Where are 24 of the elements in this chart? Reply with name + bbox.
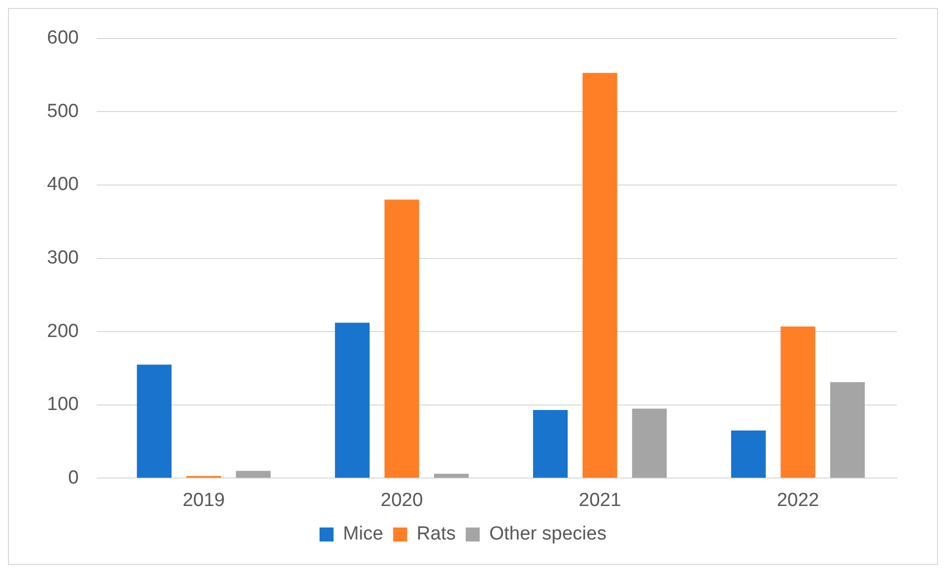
bar xyxy=(632,408,667,478)
bar xyxy=(533,410,568,478)
y-tick-label: 300 xyxy=(47,248,79,269)
x-tick-label: 2020 xyxy=(380,490,423,511)
legend-label: Mice xyxy=(343,524,384,545)
bar xyxy=(582,72,618,478)
bar xyxy=(731,430,766,478)
bar xyxy=(780,326,816,478)
y-tick-label: 200 xyxy=(47,320,79,342)
bar xyxy=(334,322,370,478)
y-tick-label: 100 xyxy=(47,394,79,416)
y-tick-label: 400 xyxy=(47,174,79,196)
bar xyxy=(236,470,271,478)
x-tick-label: 2021 xyxy=(578,490,622,511)
x-tick-label: 2022 xyxy=(776,490,820,511)
y-tick-label: 0 xyxy=(68,467,79,488)
bar xyxy=(830,382,865,478)
x-tick-label: 2019 xyxy=(182,490,225,511)
legend-label: Other species xyxy=(489,524,606,545)
bar xyxy=(384,200,420,478)
y-tick-label: 500 xyxy=(47,100,79,122)
legend-label: Rats xyxy=(416,524,456,545)
bar xyxy=(136,364,172,478)
y-tick-label: 600 xyxy=(47,28,79,49)
